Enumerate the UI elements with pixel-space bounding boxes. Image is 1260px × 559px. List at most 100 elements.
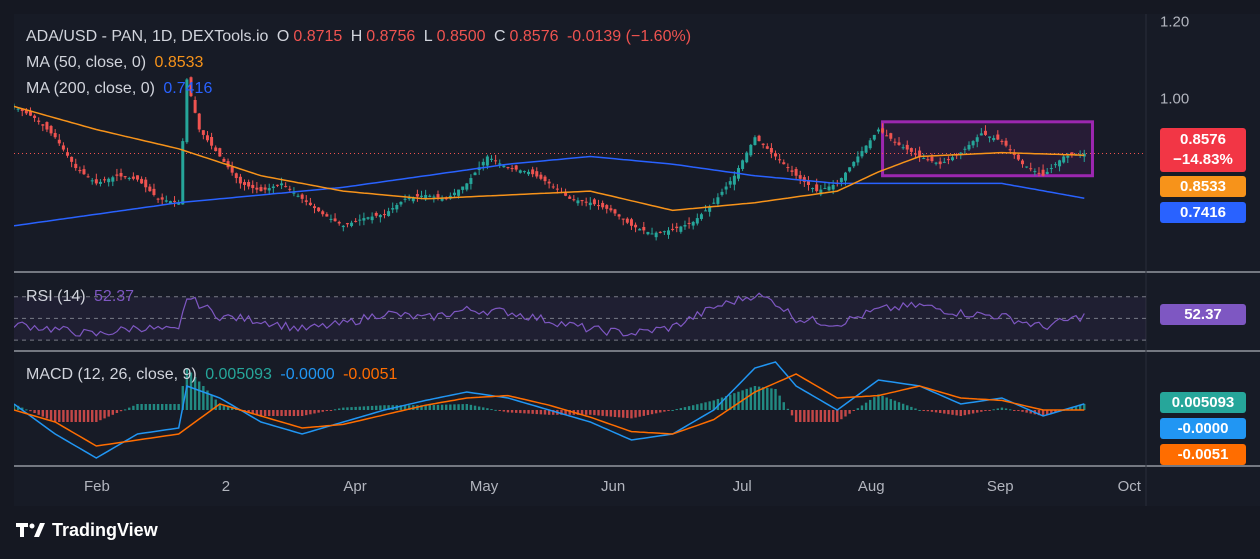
macd-histogram-bar xyxy=(325,410,329,411)
macd-histogram-bar xyxy=(790,410,794,416)
candle-body xyxy=(230,166,234,173)
macd-histogram-bar xyxy=(1074,406,1078,410)
candle-body xyxy=(638,228,642,231)
candle-body xyxy=(568,196,572,199)
candle-body xyxy=(37,120,41,122)
macd-histogram-bar xyxy=(358,406,361,410)
macd-histogram-bar xyxy=(33,410,36,413)
candle-body xyxy=(45,122,49,130)
macd-histogram-bar xyxy=(967,410,971,415)
candle-body xyxy=(547,181,551,184)
macd-histogram-bar xyxy=(78,410,82,422)
candle-body xyxy=(391,208,395,210)
candle-body xyxy=(280,183,284,186)
macd-histogram-bar xyxy=(514,410,518,413)
macd-histogram-bar xyxy=(465,404,468,410)
macd-histogram-bar xyxy=(531,410,534,414)
macd-histogram-bar xyxy=(53,410,57,422)
macd-histogram-bar xyxy=(461,404,464,410)
macd-line xyxy=(14,361,1085,459)
candle-body xyxy=(811,188,815,190)
macd-histogram-bar xyxy=(1021,410,1024,412)
macd-histogram-bar xyxy=(482,407,485,410)
candle-body xyxy=(794,169,798,176)
macd-histogram-bar xyxy=(996,408,1000,410)
candle-body xyxy=(1049,168,1053,170)
candle-body xyxy=(963,148,967,150)
candle-body xyxy=(609,208,613,211)
candle-body xyxy=(815,184,819,192)
candle-body xyxy=(53,132,57,138)
candle-body xyxy=(407,198,411,200)
candle-body xyxy=(82,169,86,175)
price-tick-label: 1.20 xyxy=(1160,14,1189,31)
candle-body xyxy=(259,187,263,192)
macd-histogram-bar xyxy=(679,408,683,410)
candle-body xyxy=(148,186,152,192)
open-label: O xyxy=(276,28,290,45)
macd-histogram-bar xyxy=(930,410,934,412)
candle-body xyxy=(144,179,148,188)
candle-body xyxy=(90,180,94,182)
chart-svg: 1.20 1.00 Feb 2 Apr May Jun Jul Aug Sep Oct xyxy=(14,14,1260,506)
macd-histogram-bar xyxy=(745,388,748,410)
macd-histogram-bar xyxy=(749,387,753,410)
macd-histogram-bar xyxy=(1041,410,1045,416)
candle-body xyxy=(238,176,242,184)
macd-histogram-bar xyxy=(136,404,139,410)
tradingview-logo-icon xyxy=(16,522,45,537)
macd-histogram-bar xyxy=(210,395,213,410)
macd-histogram-bar xyxy=(1017,410,1020,411)
macd-histogram-bar xyxy=(786,408,790,410)
macd-histogram-bar xyxy=(543,410,547,415)
macd-histogram-bar xyxy=(733,393,736,410)
macd-histogram-bar xyxy=(45,410,49,419)
candle-body xyxy=(243,182,247,185)
candle-body xyxy=(94,179,98,184)
time-tick-label: Sep xyxy=(987,478,1014,495)
candle-body xyxy=(1033,171,1037,173)
macd-histogram-bar xyxy=(95,410,98,422)
candle-body xyxy=(485,156,489,166)
close-value: 0.8576 xyxy=(509,28,559,45)
candle-body xyxy=(317,207,321,212)
candle-body xyxy=(518,170,522,173)
macd-histogram-bar xyxy=(218,404,222,410)
candle-body xyxy=(193,99,197,113)
macd-histogram-bar xyxy=(626,410,629,419)
time-tick-label: 2 xyxy=(222,478,230,495)
macd-histogram-bar xyxy=(214,399,217,410)
macd-histogram-bar xyxy=(362,406,366,410)
macd-histogram-bar xyxy=(770,388,773,410)
candle-body xyxy=(774,153,778,157)
candle-body xyxy=(271,186,275,189)
macd-histogram-bar xyxy=(82,410,86,422)
candle-body xyxy=(802,177,806,182)
macd-histogram-bar xyxy=(407,405,411,410)
macd-histogram-bar xyxy=(1000,407,1004,410)
candle-body xyxy=(354,220,358,222)
candle-body xyxy=(930,156,934,162)
macd-histogram-bar xyxy=(823,410,827,422)
macd-histogram-bar xyxy=(449,404,452,410)
macd-histogram-bar xyxy=(873,397,876,410)
macd-histogram-bar xyxy=(436,404,440,410)
candle-body xyxy=(942,161,946,163)
candle-body xyxy=(411,197,415,202)
tradingview-logo: TradingView xyxy=(16,520,158,541)
candle-body xyxy=(769,147,773,153)
macd-histogram-bar xyxy=(321,410,324,412)
macd-histogram-bar xyxy=(885,397,888,410)
macd-histogram-bar xyxy=(152,404,156,410)
macd-histogram-bar xyxy=(782,402,785,410)
macd-histogram-bar xyxy=(811,410,814,422)
candle-body xyxy=(683,225,687,227)
macd-histogram-bar xyxy=(292,410,296,416)
rsi-legend: RSI (14) 52.37 xyxy=(26,288,138,306)
candle-body xyxy=(584,201,588,203)
candle-body xyxy=(49,126,53,134)
macd-histogram-bar xyxy=(350,407,353,410)
candle-body xyxy=(1016,154,1020,160)
ma200-legend: MA (200, close, 0) 0.7416 xyxy=(26,80,216,98)
macd-histogram-bar xyxy=(613,410,617,417)
